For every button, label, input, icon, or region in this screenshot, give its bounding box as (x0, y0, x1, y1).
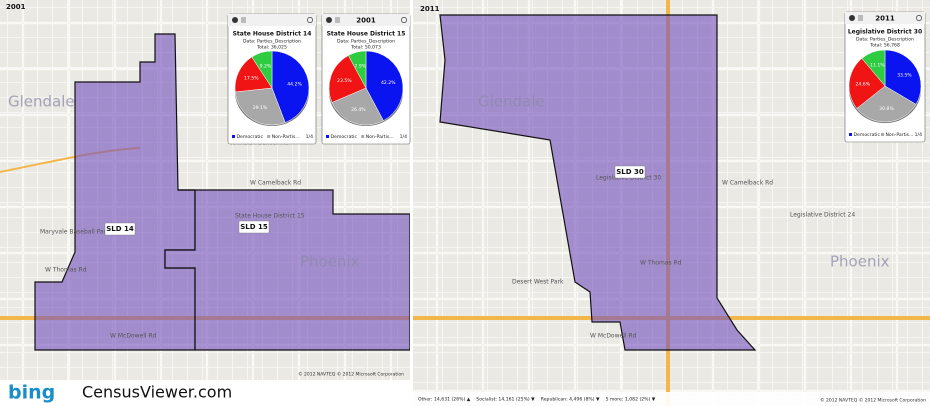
legend-pager[interactable]: 1/4 (915, 132, 922, 138)
popup-toolbar (322, 14, 410, 26)
close-icon (916, 15, 922, 21)
popup-total: Total: 50,073 (350, 45, 381, 51)
censusviewer-logo: CensusViewer.com (82, 383, 232, 402)
status-item: Other: 14,631 (26%) ▲ (418, 397, 471, 403)
place-label: Glendale (478, 93, 545, 111)
year-label: 2001 (6, 3, 26, 11)
close-icon (307, 17, 313, 23)
pie-icon[interactable] (849, 15, 855, 21)
popup-total: Total: 36,025 (256, 45, 287, 51)
legend-swatch (849, 133, 852, 136)
place-label: Glendale (8, 93, 75, 111)
popup-year: 2001 (356, 17, 376, 25)
popup-data: Data: Parties_Description (243, 39, 301, 45)
legend-swatch (881, 133, 884, 136)
year-label: 2011 (420, 5, 440, 13)
pie-icon[interactable] (232, 17, 238, 23)
popup-toolbar (845, 12, 925, 24)
district-label-bg (238, 220, 270, 234)
place-label: W Camelback Rd (722, 180, 773, 187)
bar-icon (241, 17, 246, 23)
right-map[interactable] (413, 0, 930, 406)
pie-label: 42.2% (381, 80, 396, 86)
place-label: Phoenix (300, 253, 360, 271)
place-label: W McDowell Rd (110, 333, 157, 340)
popup-title: State House District 14 (233, 31, 312, 38)
pie-slice (365, 50, 404, 121)
pie-slice (861, 49, 886, 87)
district-label-bg (104, 222, 136, 236)
place-label: State House District 15 (235, 213, 305, 220)
popup-data: Data: Parties_Description (337, 39, 395, 45)
pie-label: 9.2% (260, 64, 272, 70)
legend-swatch (361, 135, 365, 138)
pie-slice (856, 85, 917, 123)
legend-pager[interactable]: 1/4 (400, 134, 407, 140)
district-label: SLD 30 (616, 168, 644, 176)
place-label: W Camelback Rd (250, 180, 301, 187)
legend-pager[interactable]: 1/4 (306, 134, 313, 140)
popup-year: 2011 (875, 15, 895, 23)
place-label: Maryvale Baseball Park (40, 229, 110, 236)
pie-slice (234, 56, 273, 93)
place-label: W McDowell Rd (590, 333, 637, 340)
pie-slice (328, 55, 367, 103)
legend-swatch (267, 135, 271, 138)
place-label: Legislative District 24 (790, 212, 855, 219)
pie-slice (884, 49, 922, 105)
legend-swatch (232, 135, 235, 138)
popup-total: Total: 56,768 (869, 43, 900, 49)
district-label-bg (614, 165, 646, 179)
legend-entry: Democratic (854, 132, 881, 138)
legend-entry: Non-Partis... (366, 134, 394, 140)
bing-logo: bing (8, 382, 55, 404)
pie-slice (348, 50, 367, 89)
pie-label: 11.1% (870, 63, 885, 69)
legend-entry: Democratic (331, 134, 358, 140)
district-label: SLD 15 (240, 223, 268, 231)
status-item: 5 more: 1,082 (2%) ▼ (606, 397, 656, 403)
bar-icon (858, 15, 863, 21)
pie-label: 17.5% (244, 76, 259, 82)
popup-title: State House District 15 (327, 31, 406, 38)
status-item: Socialist: 14,161 (25%) ▼ (476, 397, 535, 403)
popup-data: Data: Parties_Description (856, 37, 914, 43)
place-label: W Thomas Rd (640, 260, 682, 267)
pie-slice (251, 50, 273, 89)
pie-label: 30.8% (879, 106, 894, 112)
popup-toolbar (228, 14, 316, 26)
place-label: Desert West Park (512, 279, 564, 286)
close-icon (401, 17, 407, 23)
pie-label: 33.5% (897, 72, 912, 78)
pie-label: 29.1% (253, 105, 268, 111)
pie-slice (848, 58, 886, 109)
bar-icon (335, 17, 340, 23)
legend-entry: Democratic (237, 134, 264, 140)
pie-icon[interactable] (326, 17, 332, 23)
pie-slice (271, 50, 310, 123)
copyright: © 2012 NAVTEQ © 2012 Microsoft Corporati… (298, 371, 404, 378)
pie-label: 7.9% (355, 63, 367, 69)
place-label: Phoenix (830, 253, 890, 271)
legend-entry: Non-Partis... (886, 132, 914, 138)
district-label: SLD 14 (106, 225, 134, 233)
legend-swatch (326, 135, 329, 138)
status-item: Republican: 4,496 (8%) ▼ (541, 397, 600, 403)
popup-title: Legislative District 30 (848, 29, 922, 36)
pie-slice (234, 87, 286, 126)
pie-label: 23.5% (337, 78, 352, 84)
copyright: © 2012 NAVTEQ © 2012 Microsoft Corporati… (820, 397, 926, 404)
legend-entry: Non-Partis... (272, 134, 300, 140)
place-label: W Thomas Rd (45, 267, 87, 274)
pie-label: 26.4% (351, 107, 366, 113)
pie-label: 24.6% (855, 81, 870, 87)
pie-label: 44.2% (287, 81, 302, 87)
